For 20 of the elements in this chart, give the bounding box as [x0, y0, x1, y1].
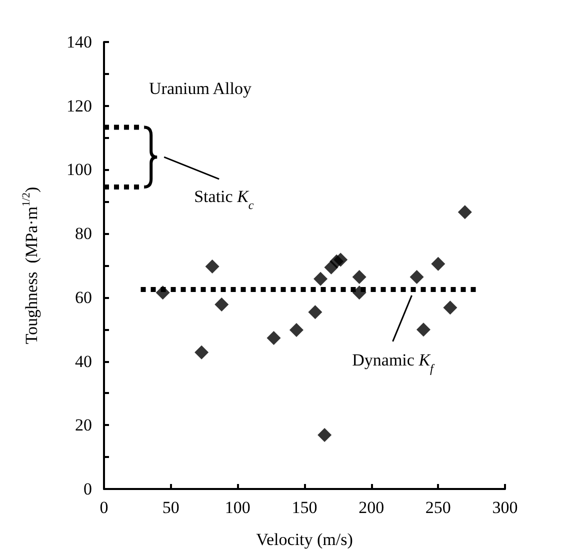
y-tick-label: 60 — [75, 288, 92, 307]
x-tick-label: 0 — [100, 498, 108, 517]
y-axis-title: Toughness (MPa·m1/2) — [20, 186, 41, 344]
x-tick-label: 300 — [492, 498, 518, 517]
x-tick-label: 50 — [162, 498, 180, 517]
x-axis-title: Velocity (m/s) — [256, 530, 353, 549]
y-tick-label: 0 — [84, 480, 92, 498]
x-tick-label: 250 — [425, 498, 451, 517]
y-tick-label: 40 — [75, 352, 92, 371]
y-tick-label: 80 — [75, 224, 92, 244]
x-tick-label: 200 — [358, 498, 384, 517]
annotation: Static K$_{c}$ — [194, 187, 254, 212]
y-tick-label: 120 — [66, 96, 92, 116]
x-tick-label: 100 — [224, 498, 250, 517]
annotation: Dynamic K$_{f}$ — [352, 350, 436, 376]
annotation: Uranium Alloy — [149, 79, 252, 98]
x-tick-label: 150 — [292, 498, 318, 517]
y-tick-label: 140 — [66, 32, 92, 52]
y-tick-label: 20 — [75, 416, 92, 435]
y-tick-label: 100 — [66, 160, 92, 180]
